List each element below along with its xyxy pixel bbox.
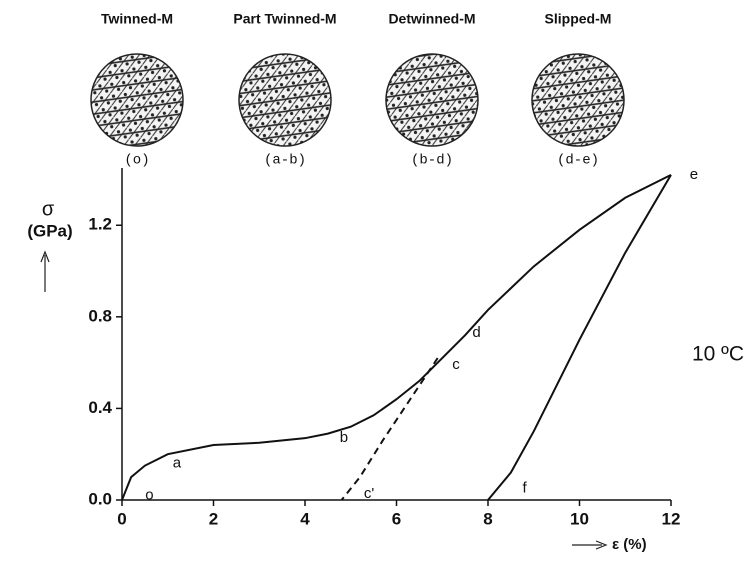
y-tick-label: 0.8 — [88, 306, 112, 325]
inset-title: Detwinned-M — [388, 11, 475, 27]
point-label: c' — [364, 485, 375, 502]
point-label: b — [340, 429, 348, 446]
point-label: a — [173, 454, 182, 471]
inset-title: Slipped-M — [545, 11, 612, 27]
x-tick-label: 10 — [570, 509, 589, 528]
y-tick-label: 1.2 — [88, 215, 112, 234]
x-tick-label: 2 — [209, 509, 218, 528]
curve — [340, 357, 439, 501]
inset-circle — [90, 53, 184, 147]
inset-caption: (a-b) — [264, 153, 306, 169]
inset-circle — [385, 53, 479, 147]
inset-title: Twinned-M — [101, 11, 173, 27]
point-label: f — [523, 480, 528, 497]
x-arrow-head — [595, 540, 608, 550]
x-tick-label: 0 — [117, 509, 126, 528]
x-tick-label: 4 — [300, 509, 310, 528]
y-arrow-head — [40, 250, 50, 263]
inset-circle — [531, 53, 625, 147]
y-tick-label: 0.0 — [88, 489, 112, 508]
curve — [121, 173, 672, 501]
point-label: c — [452, 356, 460, 373]
x-tick-label: 6 — [392, 509, 401, 528]
y-label-symbol: σ — [42, 198, 55, 220]
curve — [487, 174, 672, 501]
y-label-unit: (GPa) — [27, 221, 72, 240]
x-label: ε (%) — [612, 536, 647, 553]
inset-caption: (b-d) — [411, 153, 453, 169]
inset-caption: (d-e) — [557, 153, 599, 169]
inset-title: Part Twinned-M — [233, 11, 336, 27]
temperature: 10 ºC — [692, 343, 744, 366]
inset-caption: (o) — [124, 153, 149, 169]
insets: Twinned-M Part Twinned-M Detwinned-M Sli… — [90, 11, 625, 169]
y-tick-label: 0.4 — [88, 398, 112, 417]
point-label: d — [472, 324, 480, 341]
point-label: e — [690, 166, 698, 183]
x-tick-label: 12 — [662, 509, 681, 528]
inset-circle — [238, 53, 332, 147]
x-tick-label: 8 — [483, 509, 492, 528]
point-label: o — [145, 486, 153, 503]
